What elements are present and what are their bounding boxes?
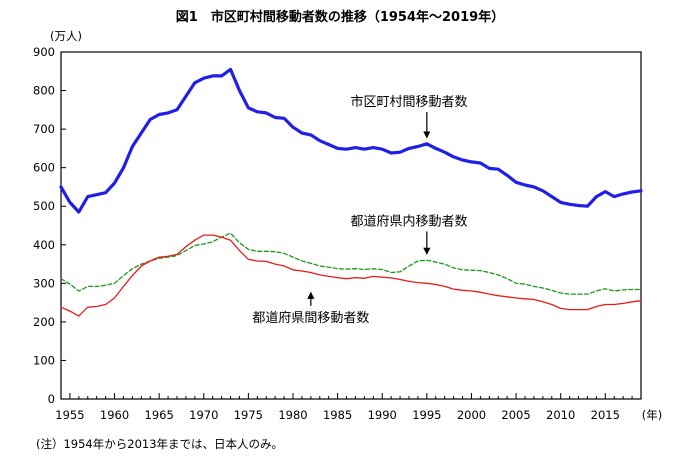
plot-frame	[60, 51, 642, 400]
y-tick-label: 500	[33, 199, 55, 213]
x-tick-label: 2005	[501, 408, 530, 422]
x-axis-label: (年)	[642, 408, 662, 422]
y-tick-label: 0	[48, 392, 55, 406]
x-tick-label: 2000	[457, 408, 486, 422]
y-tick-label: 100	[33, 353, 55, 367]
x-tick-label: 1990	[368, 408, 397, 422]
footnote: (注）1954年から2013年までは、日本人のみ。	[36, 437, 284, 451]
chart-title: 図1 市区町村間移動者数の推移（1954年～2019年）	[175, 10, 505, 25]
series-line-1	[59, 67, 643, 214]
x-tick-label: 2010	[546, 408, 575, 422]
series-layer	[59, 67, 643, 317]
y-tick-label: 300	[33, 276, 55, 290]
axes: 0 100 200 300 400 500 600 700 800 900 1955 1960 1965…	[33, 29, 662, 422]
x-tick-label: 1970	[189, 408, 218, 422]
y-tick-label: 400	[33, 238, 55, 252]
x-tick-label: 1980	[278, 408, 307, 422]
x-tick-label: 1995	[412, 408, 441, 422]
x-tick-label: 1985	[323, 408, 352, 422]
annotation-label-1: 市区町村間移動者数	[350, 94, 467, 110]
x-tick-label: 1975	[234, 408, 263, 422]
series-line-3	[60, 234, 642, 317]
x-tick-label: 1960	[100, 408, 129, 422]
series-line-2	[60, 232, 642, 295]
x-tick-label: 2015	[591, 408, 620, 422]
annotation-label-3: 都道府県間移動者数	[252, 311, 369, 326]
x-tick-label: 1965	[145, 408, 174, 422]
x-tick-label: 1955	[55, 408, 84, 422]
annotation-label-2: 都道府県内移動者数	[350, 214, 467, 230]
y-tick-label: 800	[33, 84, 55, 98]
y-tick-label: 900	[33, 45, 55, 59]
y-tick-label: 200	[33, 315, 55, 329]
y-tick-label: 600	[33, 161, 55, 175]
y-axis-label: (万人)	[50, 29, 82, 43]
y-tick-label: 700	[33, 122, 55, 136]
